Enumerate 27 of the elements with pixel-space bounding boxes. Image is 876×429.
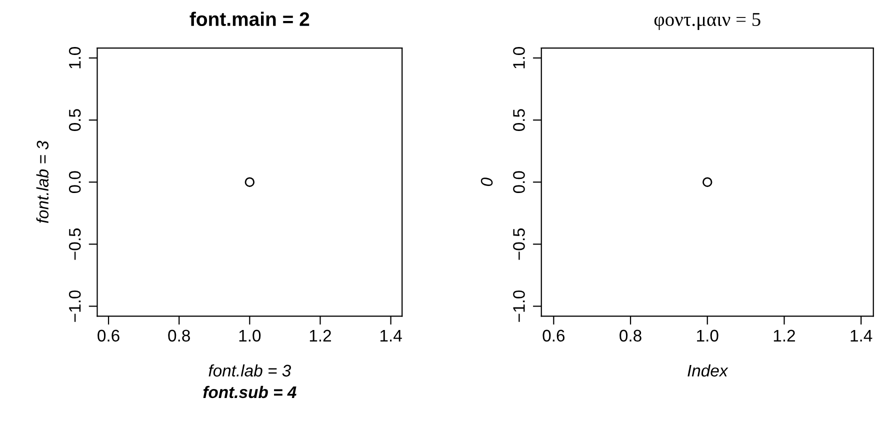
y-tick-label: 0.5: [513, 109, 525, 131]
x-tick-label: 1.2: [774, 330, 795, 342]
y-tick-label: −0.5: [513, 228, 525, 260]
y-tick-label: 1.0: [513, 47, 525, 68]
y-tick-label: −0.5: [68, 228, 81, 260]
y-axis-title: font.lab = 3: [36, 140, 49, 224]
x-tick-label: 0.6: [542, 330, 565, 342]
x-axis-title: font.lab = 3: [208, 364, 291, 377]
x-axis-title: Index: [688, 364, 728, 377]
x-tick-label: 1.0: [697, 330, 718, 342]
y-tick-label: 0.5: [68, 109, 81, 131]
x-tick-label: 0.6: [98, 330, 120, 342]
x-tick-label: 1.4: [850, 330, 872, 342]
x-tick-label: 1.0: [239, 330, 261, 342]
x-tick-label: 1.2: [310, 330, 331, 342]
text: font.sub = 4: [203, 386, 296, 398]
y-tick-label: −1.0: [68, 290, 81, 322]
x-tick-label: 0.8: [620, 330, 642, 342]
chart-title: φοντ.μαιν = 5: [654, 13, 760, 30]
x-tick-label: 1.4: [380, 330, 402, 342]
chart-title: font.main = 2: [190, 12, 310, 26]
y-axis-title: 0: [480, 178, 493, 186]
y-tick-label: 1.0: [68, 47, 81, 68]
y-tick-label: 0.0: [513, 171, 525, 194]
y-tick-label: 0.0: [68, 171, 81, 194]
y-tick-label: −1.0: [513, 290, 525, 322]
x-tick-label: 0.8: [168, 330, 190, 342]
